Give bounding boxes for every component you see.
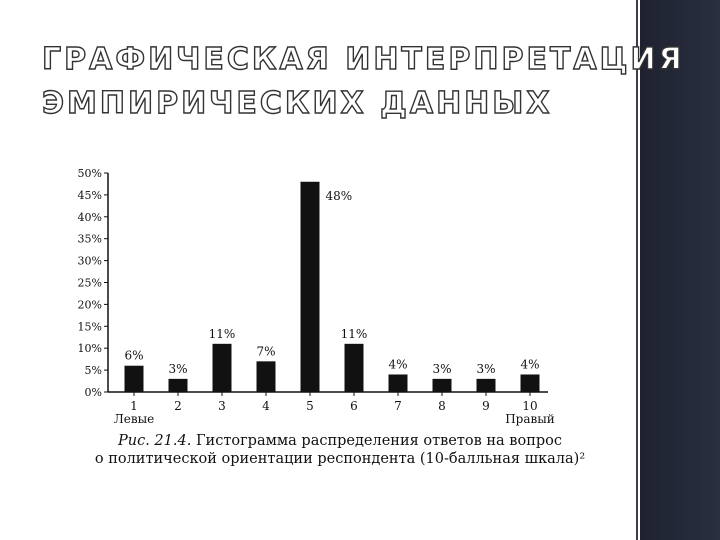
y-tick-label: 15% bbox=[78, 320, 102, 333]
slide-title-line-1: ГРАФИЧЕСКАЯ ИНТЕРПРЕТАЦИЯ bbox=[41, 41, 685, 77]
x-tick-label: 4 bbox=[262, 399, 270, 413]
x-tick-label: 8 bbox=[438, 399, 446, 413]
bar-value-label: 6% bbox=[124, 349, 143, 363]
caption-line-2: о политической ориентации респондента (1… bbox=[94, 451, 586, 467]
x-tick-label: 2 bbox=[174, 399, 182, 413]
bar bbox=[256, 361, 276, 392]
side-decoration-panel bbox=[640, 0, 720, 540]
bar bbox=[520, 374, 540, 392]
y-tick-label: 35% bbox=[78, 233, 102, 246]
caption-line-1: Гистограмма распределения ответов на воп… bbox=[195, 433, 562, 449]
figure-label: Рис. 21.4. bbox=[117, 433, 192, 449]
x-tick-label: 6 bbox=[350, 399, 358, 413]
x-tick-label: 7 bbox=[394, 399, 402, 413]
bar bbox=[344, 343, 364, 392]
y-tick-label: 40% bbox=[78, 211, 102, 224]
y-tick-label: 50% bbox=[78, 167, 102, 180]
y-tick-label: 45% bbox=[78, 189, 102, 202]
y-tick-label: 10% bbox=[78, 342, 102, 355]
x-tick-label: 9 bbox=[482, 399, 490, 413]
bar bbox=[300, 181, 320, 392]
x-tick-label: 1 bbox=[130, 399, 138, 413]
y-tick-label: 0% bbox=[85, 386, 102, 399]
bar bbox=[124, 365, 144, 392]
bar-value-label: 11% bbox=[209, 327, 236, 341]
bar bbox=[388, 374, 408, 392]
y-tick-label: 5% bbox=[85, 364, 102, 377]
x-tick-sublabel: Правый bbox=[505, 412, 555, 426]
y-tick-label: 30% bbox=[78, 255, 102, 268]
x-tick-label: 3 bbox=[218, 399, 226, 413]
bar-value-label: 3% bbox=[168, 362, 187, 376]
bar bbox=[432, 378, 452, 392]
bar-value-label: 4% bbox=[520, 357, 539, 371]
x-tick-sublabel: Левые bbox=[114, 412, 155, 426]
bar-value-label: 48% bbox=[326, 189, 353, 203]
x-tick-label: 10 bbox=[522, 399, 537, 413]
x-tick-label: 5 bbox=[306, 399, 314, 413]
bar-value-label: 3% bbox=[476, 362, 495, 376]
figure-caption: Рис. 21.4. Гистограмма распределения отв… bbox=[80, 432, 600, 468]
bar-value-label: 4% bbox=[388, 357, 407, 371]
side-divider bbox=[636, 0, 638, 540]
slide-title: ГРАФИЧЕСКАЯ ИНТЕРПРЕТАЦИЯ ЭМПИРИЧЕСКИХ Д… bbox=[41, 38, 685, 126]
slide-title-line-2: ЭМПИРИЧЕСКИХ ДАННЫХ bbox=[41, 85, 553, 121]
y-tick-label: 20% bbox=[78, 298, 102, 311]
bar bbox=[168, 378, 188, 392]
bar-value-label: 7% bbox=[256, 344, 275, 358]
bar-value-label: 11% bbox=[341, 327, 368, 341]
bar-value-label: 3% bbox=[432, 362, 451, 376]
y-tick-label: 25% bbox=[78, 277, 102, 290]
bar bbox=[476, 378, 496, 392]
bar bbox=[212, 343, 232, 392]
